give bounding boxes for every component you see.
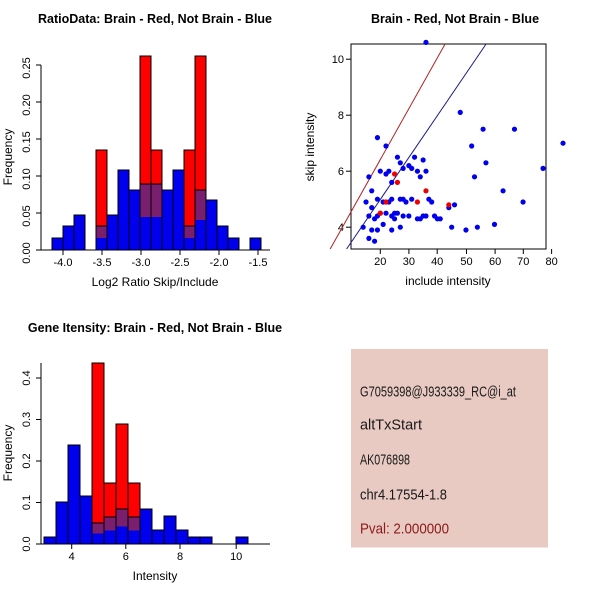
svg-text:-4.0: -4.0 (54, 257, 73, 269)
svg-text:include intensity: include intensity (405, 274, 490, 288)
svg-text:Intensity: Intensity (133, 569, 178, 583)
svg-text:-2.0: -2.0 (210, 257, 229, 269)
svg-text:G7059398@J933339_RC@i_at: G7059398@J933339_RC@i_at (360, 384, 517, 401)
svg-text:Frequency: Frequency (1, 129, 15, 186)
svg-text:30: 30 (403, 256, 415, 268)
svg-text:0.00: 0.00 (21, 242, 33, 263)
svg-text:0.1: 0.1 (21, 495, 33, 510)
svg-text:skip intensity: skip intensity (303, 113, 317, 182)
svg-text:0.4: 0.4 (21, 370, 33, 385)
svg-text:0.10: 0.10 (21, 168, 33, 189)
svg-text:Pval: 2.000000: Pval: 2.000000 (360, 520, 449, 537)
svg-text:0.05: 0.05 (21, 205, 33, 226)
svg-text:4: 4 (338, 222, 344, 234)
svg-text:4: 4 (69, 551, 75, 563)
svg-text:8: 8 (338, 110, 344, 122)
svg-text:0.20: 0.20 (21, 94, 33, 115)
svg-text:Brain - Red, Not Brain - Blue: Brain - Red, Not Brain - Blue (371, 12, 539, 26)
svg-text:RatioData: Brain - Red, Not Br: RatioData: Brain - Red, Not Brain - Blue (38, 12, 272, 26)
svg-text:6: 6 (123, 551, 129, 563)
svg-text:10: 10 (332, 54, 344, 66)
svg-text:20: 20 (374, 256, 386, 268)
svg-text:0.15: 0.15 (21, 131, 33, 152)
svg-text:50: 50 (460, 256, 472, 268)
svg-text:0.2: 0.2 (21, 453, 33, 468)
svg-text:-3.0: -3.0 (132, 257, 151, 269)
svg-text:altTxStart: altTxStart (360, 417, 423, 434)
svg-text:-2.5: -2.5 (171, 257, 190, 269)
svg-text:8: 8 (177, 551, 183, 563)
svg-text:AK076898: AK076898 (360, 451, 410, 468)
svg-text:80: 80 (545, 256, 557, 268)
svg-text:-1.5: -1.5 (249, 257, 268, 269)
svg-text:chr4.17554-1.8: chr4.17554-1.8 (360, 486, 447, 503)
svg-text:40: 40 (431, 256, 443, 268)
svg-text:70: 70 (517, 256, 529, 268)
svg-text:6: 6 (338, 166, 344, 178)
svg-text:Log2 Ratio Skip/Include: Log2 Ratio Skip/Include (92, 275, 219, 289)
svg-text:0.25: 0.25 (21, 57, 33, 78)
svg-text:Frequency: Frequency (1, 425, 15, 482)
svg-text:60: 60 (489, 256, 501, 268)
svg-text:Gene Itensity: Brain - Red, No: Gene Itensity: Brain - Red, Not Brain - … (28, 321, 282, 335)
svg-text:-3.5: -3.5 (93, 257, 112, 269)
svg-text:0.3: 0.3 (21, 412, 33, 427)
svg-text:10: 10 (230, 551, 242, 563)
svg-text:0.0: 0.0 (21, 536, 33, 551)
